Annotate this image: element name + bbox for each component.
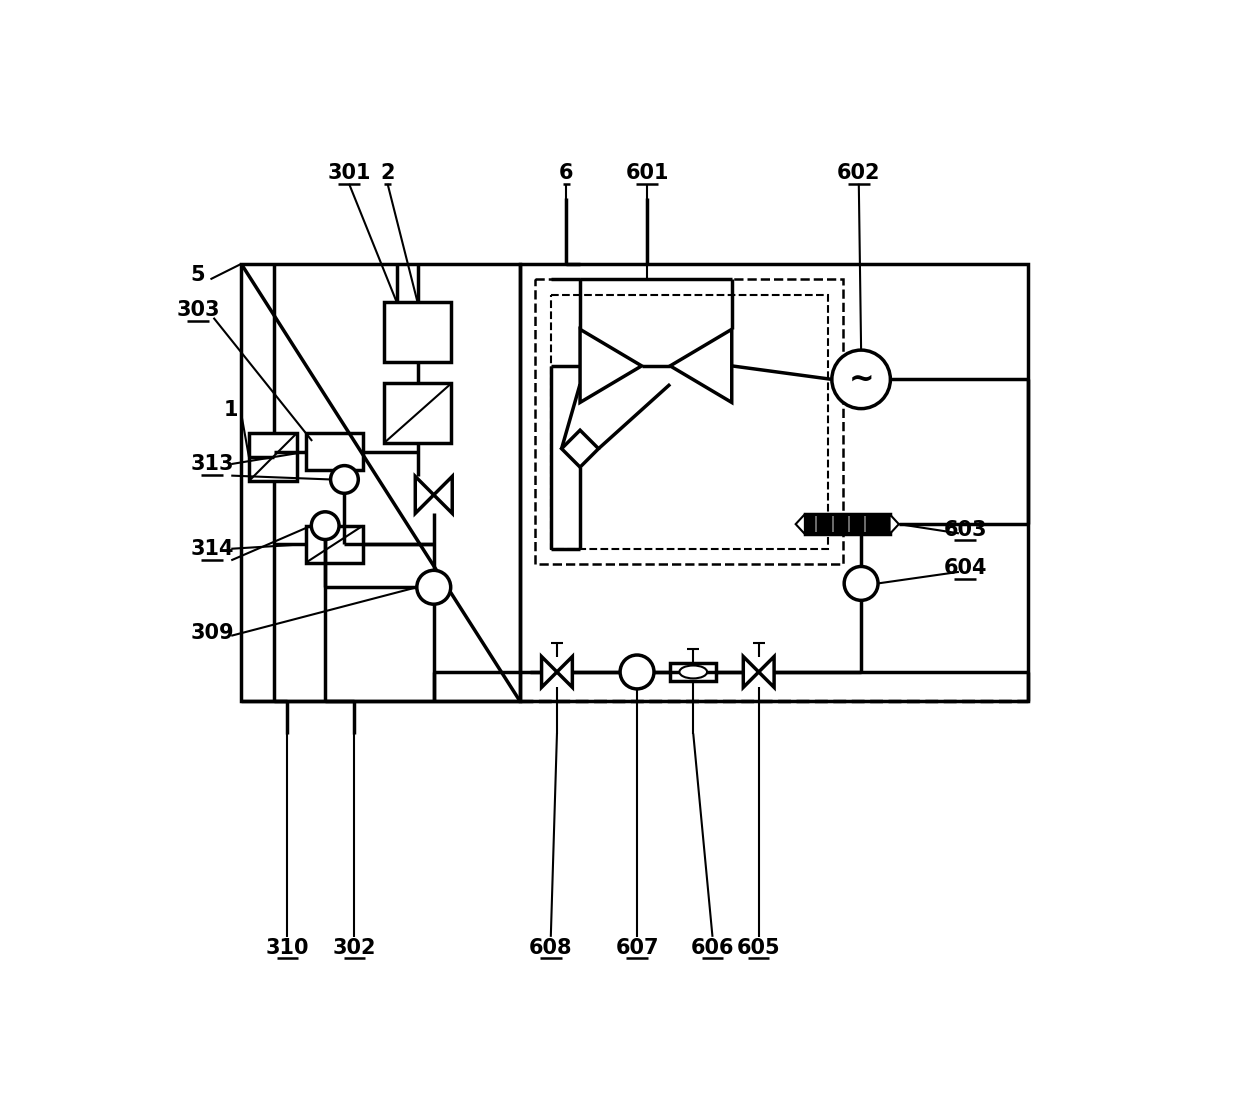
Bar xyxy=(670,663,717,681)
Circle shape xyxy=(311,512,339,540)
Text: 314: 314 xyxy=(190,538,234,558)
Text: 310: 310 xyxy=(265,937,309,957)
Polygon shape xyxy=(759,657,774,687)
Ellipse shape xyxy=(680,666,707,678)
Polygon shape xyxy=(670,329,732,402)
Polygon shape xyxy=(796,514,805,534)
Circle shape xyxy=(620,655,653,689)
Polygon shape xyxy=(580,329,641,402)
Bar xyxy=(536,279,843,564)
Text: 603: 603 xyxy=(944,520,987,540)
Circle shape xyxy=(331,465,358,493)
Bar xyxy=(520,264,1028,701)
Text: 1: 1 xyxy=(224,400,238,420)
Text: 301: 301 xyxy=(327,163,371,183)
Text: 302: 302 xyxy=(332,937,376,957)
Text: 608: 608 xyxy=(529,937,573,957)
Circle shape xyxy=(844,566,878,601)
Bar xyxy=(551,295,828,548)
Polygon shape xyxy=(415,476,434,513)
Text: ~: ~ xyxy=(848,365,874,393)
Polygon shape xyxy=(743,657,759,687)
Bar xyxy=(249,433,296,481)
Text: 604: 604 xyxy=(944,558,987,578)
Text: 606: 606 xyxy=(691,937,734,957)
Polygon shape xyxy=(434,476,453,513)
Circle shape xyxy=(832,350,890,409)
Text: 309: 309 xyxy=(190,624,234,644)
Text: 601: 601 xyxy=(625,163,668,183)
Bar xyxy=(383,302,451,362)
Polygon shape xyxy=(889,514,899,534)
Text: 2: 2 xyxy=(381,163,394,183)
Circle shape xyxy=(417,571,450,604)
Text: 605: 605 xyxy=(737,937,780,957)
Text: 313: 313 xyxy=(190,454,234,474)
Text: 607: 607 xyxy=(615,937,658,957)
Text: 6: 6 xyxy=(559,163,573,183)
Bar xyxy=(306,433,363,470)
Polygon shape xyxy=(542,657,557,687)
Text: 5: 5 xyxy=(191,266,206,286)
Text: 303: 303 xyxy=(176,300,219,320)
Bar xyxy=(805,514,889,534)
Bar xyxy=(242,264,520,701)
Bar xyxy=(383,383,451,443)
Polygon shape xyxy=(562,430,599,468)
Bar xyxy=(306,525,363,563)
Polygon shape xyxy=(557,657,573,687)
Text: 602: 602 xyxy=(837,163,880,183)
